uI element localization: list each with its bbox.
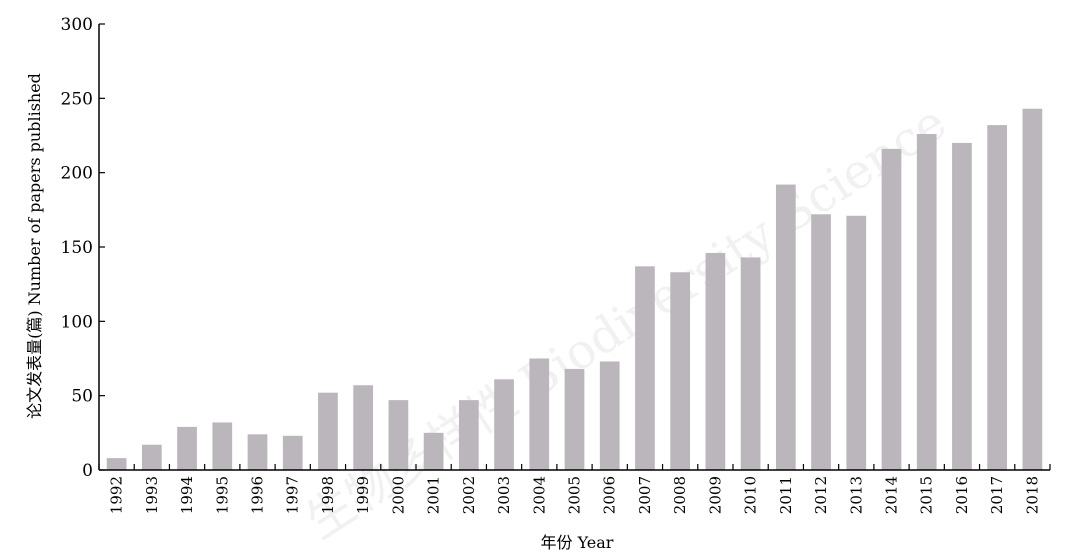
bar-1994 bbox=[177, 426, 197, 470]
x-tick-label-2013: 2013 bbox=[847, 476, 865, 514]
bar-1998 bbox=[318, 392, 338, 470]
bar-2005 bbox=[564, 368, 585, 470]
x-tick-label-2015: 2015 bbox=[918, 476, 936, 514]
bar-1993 bbox=[141, 444, 162, 470]
y-tick-label: 250 bbox=[61, 89, 93, 109]
x-tick-label-2004: 2004 bbox=[530, 476, 548, 514]
x-tick-label-2001: 2001 bbox=[425, 476, 443, 514]
y-tick-label: 150 bbox=[61, 238, 93, 258]
bar-1997 bbox=[282, 435, 303, 470]
y-tick-label: 100 bbox=[61, 312, 93, 332]
bar-2002 bbox=[458, 400, 479, 470]
bar-2012 bbox=[811, 214, 831, 470]
x-tick-label-1993: 1993 bbox=[143, 476, 161, 514]
y-tick-label: 200 bbox=[61, 164, 93, 184]
bar-2009 bbox=[705, 252, 726, 470]
y-axis-title: 论文发表量(篇) Number of papers published bbox=[25, 73, 44, 419]
bar-2006 bbox=[599, 361, 620, 470]
bar-1995 bbox=[212, 422, 233, 470]
x-tick-label-1997: 1997 bbox=[284, 476, 302, 514]
bar-2010 bbox=[740, 257, 761, 470]
x-tick-label-2007: 2007 bbox=[636, 476, 654, 514]
x-tick-label-2011: 2011 bbox=[777, 476, 795, 514]
x-tick-label-2012: 2012 bbox=[812, 476, 830, 514]
bar-1996 bbox=[247, 434, 268, 470]
x-tick-label-2003: 2003 bbox=[495, 476, 513, 514]
bar-2018 bbox=[1022, 108, 1043, 471]
x-tick-label-2009: 2009 bbox=[706, 476, 724, 514]
bar-1999 bbox=[353, 385, 374, 470]
x-tick-label-2014: 2014 bbox=[883, 476, 901, 514]
bar-2007 bbox=[635, 266, 655, 470]
x-tick-label-2010: 2010 bbox=[742, 476, 760, 514]
x-tick-label-1992: 1992 bbox=[108, 476, 126, 514]
x-tick-label-2008: 2008 bbox=[671, 476, 689, 514]
x-tick-label-2006: 2006 bbox=[601, 476, 619, 514]
bar-2004 bbox=[529, 358, 550, 470]
x-tick-label-2016: 2016 bbox=[953, 476, 971, 514]
x-tick-label-1994: 1994 bbox=[178, 476, 196, 514]
x-tick-label-2000: 2000 bbox=[389, 476, 407, 514]
x-tick-label-2018: 2018 bbox=[1023, 476, 1041, 514]
bar-2000 bbox=[388, 400, 409, 470]
bar-2013 bbox=[846, 215, 867, 470]
bar-2015 bbox=[916, 134, 937, 470]
x-tick-label-1995: 1995 bbox=[213, 476, 231, 514]
x-tick-label-2017: 2017 bbox=[988, 476, 1006, 514]
y-tick-label: 0 bbox=[82, 461, 93, 481]
y-tick-label: 300 bbox=[61, 15, 93, 35]
x-tick-label-1998: 1998 bbox=[319, 476, 337, 514]
x-tick-label-2005: 2005 bbox=[566, 476, 584, 514]
x-tick-label-1996: 1996 bbox=[249, 476, 267, 514]
x-tick-label-1999: 1999 bbox=[354, 476, 372, 514]
bar-2001 bbox=[423, 432, 444, 470]
x-tick-label-2002: 2002 bbox=[460, 476, 478, 514]
y-tick-label: 50 bbox=[71, 387, 93, 407]
x-axis-title: 年份 Year bbox=[541, 533, 614, 552]
bar-2017 bbox=[987, 125, 1008, 470]
y-axis: 0 50 100 150 200 250 300 bbox=[61, 15, 105, 481]
bar-2008 bbox=[670, 272, 691, 470]
bar-1992 bbox=[106, 458, 127, 470]
bar-2011 bbox=[775, 184, 796, 470]
bars-group bbox=[106, 108, 1043, 471]
x-axis: 1992 1993 1994 1995 1996 1997 1998 1999 2000 2001… bbox=[98, 464, 1051, 514]
bar-2003 bbox=[494, 379, 514, 470]
bar-2014 bbox=[881, 148, 902, 470]
bar-2016 bbox=[952, 142, 972, 470]
